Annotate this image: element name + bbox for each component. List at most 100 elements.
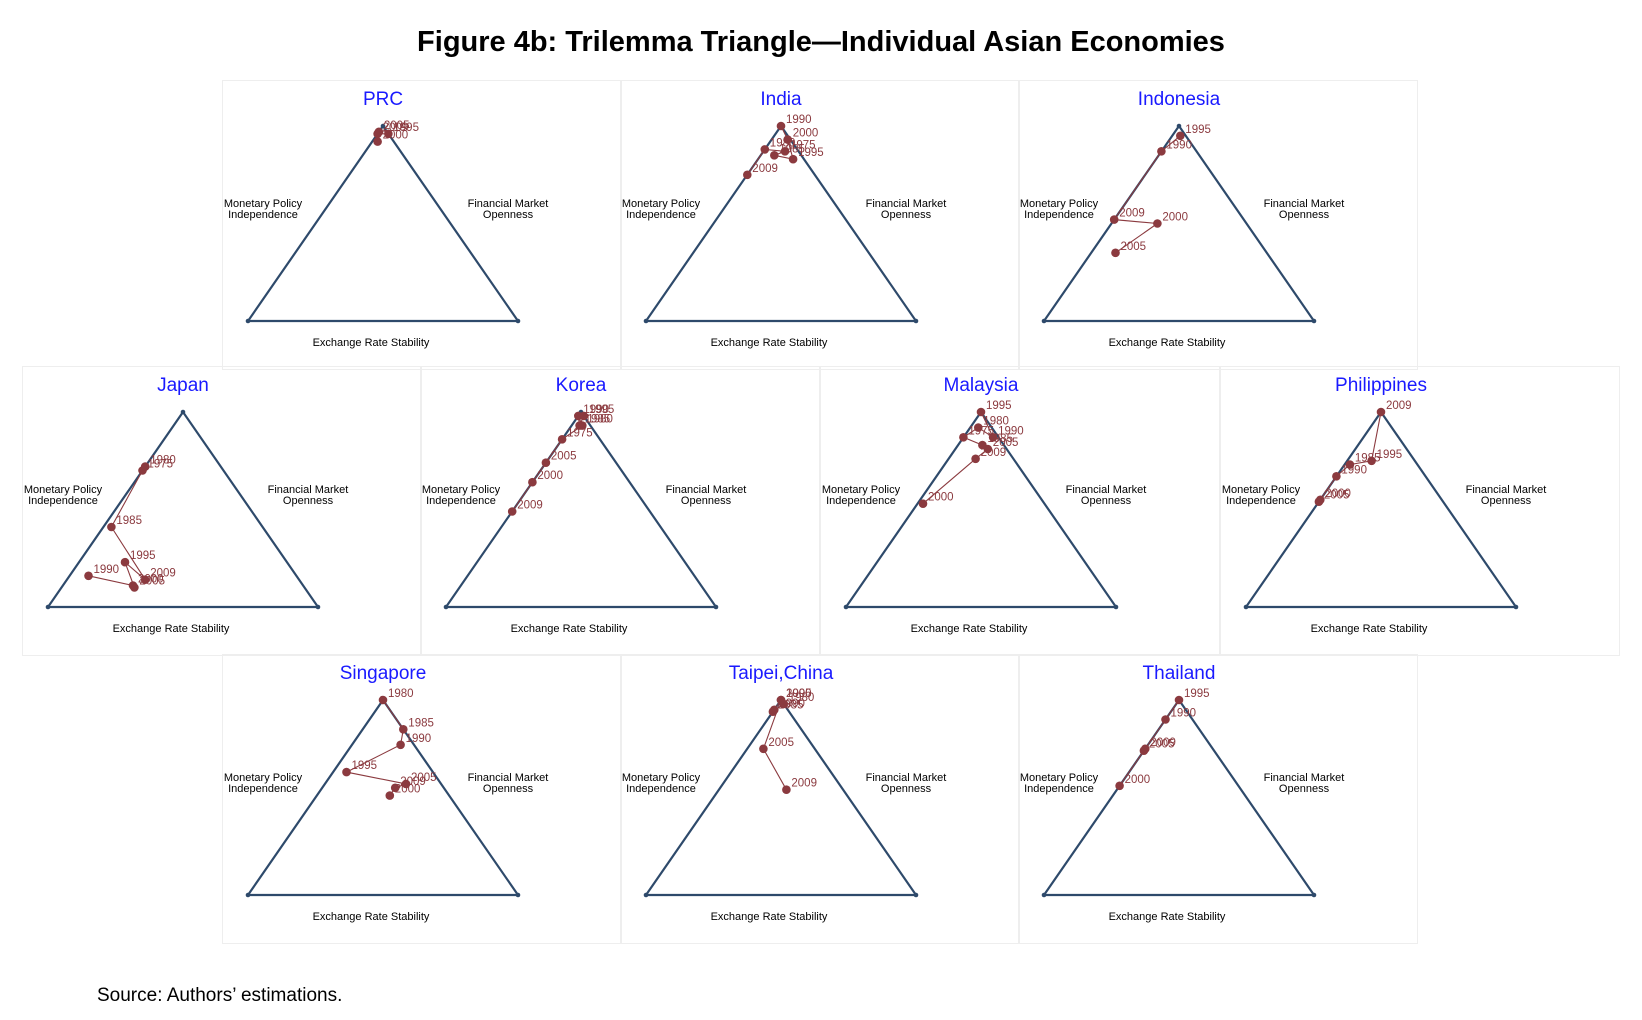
year-label: 2000 [793, 128, 819, 140]
year-label: 1975 [790, 139, 816, 151]
trilemma-chart: Japan Monetary Policy Independence Financia… [24, 375, 348, 635]
trilemma-triangle [1041, 124, 1317, 323]
year-label: 2009 [1119, 208, 1145, 220]
trilemma-triangle [643, 698, 919, 897]
right-axis-label-line: Openness [483, 783, 534, 795]
data-point [1161, 715, 1170, 724]
left-axis-label-line: Independence [28, 495, 98, 507]
data-point [557, 435, 567, 444]
year-label: 1995 [798, 147, 824, 159]
trilemma-chart: Philippines Monetary Policy Independence Fi… [1222, 375, 1546, 635]
data-point [84, 571, 93, 581]
bottom-axis-label: Exchange Rate Stability [711, 911, 828, 923]
year-label: 2000 [1162, 212, 1188, 224]
year-label: 2009 [517, 500, 543, 512]
data-point [768, 707, 778, 716]
year-label: 2009 [1386, 400, 1412, 412]
data-point [1109, 215, 1119, 224]
triangle-vertex [45, 604, 51, 610]
data-point [976, 407, 986, 417]
right-axis-label-line: Openness [1081, 495, 1132, 507]
trilemma-triangle [443, 410, 719, 609]
trilemma-panel: Philippines Monetary Policy Independence Fi… [1220, 366, 1620, 656]
year-label: 2005 [384, 120, 410, 132]
year-label: 1995 [1184, 688, 1210, 700]
year-label: 1990 [583, 404, 609, 416]
bottom-axis-label: Exchange Rate Stability [1109, 911, 1226, 923]
left-axis-label-line: Independence [228, 783, 298, 795]
triangle-vertex [1311, 318, 1317, 324]
triangle-vertex [515, 318, 521, 324]
right-axis-label-line: Financial Market [1264, 772, 1345, 784]
year-label: 2009 [791, 778, 817, 790]
year-label: 1985 [585, 414, 611, 426]
trilemma-triangle [1041, 698, 1317, 897]
triangle-vertex [643, 892, 649, 898]
triangle-vertex [443, 604, 449, 610]
right-axis-label-line: Financial Market [468, 772, 549, 784]
right-axis-label: Financial Market Openness [468, 198, 549, 221]
data-point [401, 779, 411, 789]
panel-title: PRC [363, 89, 403, 110]
data-point [780, 147, 790, 156]
data-point [1345, 460, 1355, 469]
bottom-axis-label: Exchange Rate Stability [313, 337, 430, 349]
bottom-axis-label: Exchange Rate Stability [113, 623, 230, 635]
data-point [1376, 407, 1386, 417]
trilemma-triangle [245, 124, 521, 323]
year-label: 2005 [993, 437, 1019, 449]
year-label: 2000 [395, 784, 421, 796]
data-point [399, 725, 408, 734]
data-point [776, 695, 786, 705]
left-axis-label-line: Monetary Policy [622, 198, 701, 210]
triangle-vertex [643, 318, 649, 324]
data-point [1111, 248, 1120, 258]
data-point [759, 744, 768, 754]
trilemma-chart: India Monetary Policy Independence Financia… [622, 89, 946, 349]
data-point [978, 440, 987, 450]
right-axis-label-line: Financial Market [1264, 198, 1345, 210]
data-point [760, 145, 770, 154]
year-label: 1995 [786, 688, 812, 700]
triangle-vertex [1041, 318, 1047, 324]
year-label: 2009 [752, 163, 778, 175]
left-axis-label: Monetary Policy Independence [224, 198, 303, 221]
year-label: 1985 [116, 515, 142, 527]
trilemma-chart: Indonesia Monetary Policy Independence Fina… [1020, 89, 1345, 349]
year-label: 1995 [1377, 449, 1403, 461]
left-axis-label-line: Monetary Policy [822, 484, 901, 496]
year-label: 1980 [150, 455, 176, 467]
year-label: 1995 [986, 400, 1012, 412]
data-point [130, 583, 139, 592]
bottom-axis-label: Exchange Rate Stability [511, 623, 628, 635]
year-label: 2000 [928, 492, 954, 504]
trilemma-triangle [245, 698, 521, 897]
left-axis-label-line: Monetary Policy [422, 484, 501, 496]
data-point [107, 522, 116, 532]
triangle-vertex [180, 409, 186, 415]
year-label: 2000 [537, 470, 563, 482]
year-label: 1995 [393, 122, 419, 134]
year-label: 1990 [94, 564, 120, 576]
right-axis-label: Financial Market Openness [666, 484, 747, 507]
trilemma-triangle [643, 124, 919, 323]
year-label: 1995 [352, 760, 378, 772]
left-axis-label-line: Independence [426, 495, 496, 507]
data-point [974, 423, 983, 432]
data-point [507, 507, 517, 516]
left-axis-label-line: Monetary Policy [622, 772, 701, 784]
trilemma-chart: Korea Monetary Policy Independence Financia… [422, 375, 747, 635]
trilemma-panel: Singapore Monetary Policy Independence Fina… [222, 654, 622, 944]
trajectory-line [344, 699, 409, 796]
year-label: 1990 [1166, 139, 1192, 151]
figure-title: Figure 4b: Trilemma Triangle—Individual … [417, 26, 1225, 58]
triangle-vertex [245, 318, 251, 324]
triangle-vertex [380, 123, 386, 129]
right-axis-label-line: Openness [283, 495, 334, 507]
right-axis-label: Financial Market Openness [866, 772, 947, 795]
right-axis-label-line: Financial Market [1066, 484, 1147, 496]
year-label: 1975 [567, 427, 593, 439]
right-axis-label-line: Financial Market [666, 484, 747, 496]
data-point [1176, 131, 1185, 141]
right-axis-label-line: Financial Market [468, 198, 549, 210]
